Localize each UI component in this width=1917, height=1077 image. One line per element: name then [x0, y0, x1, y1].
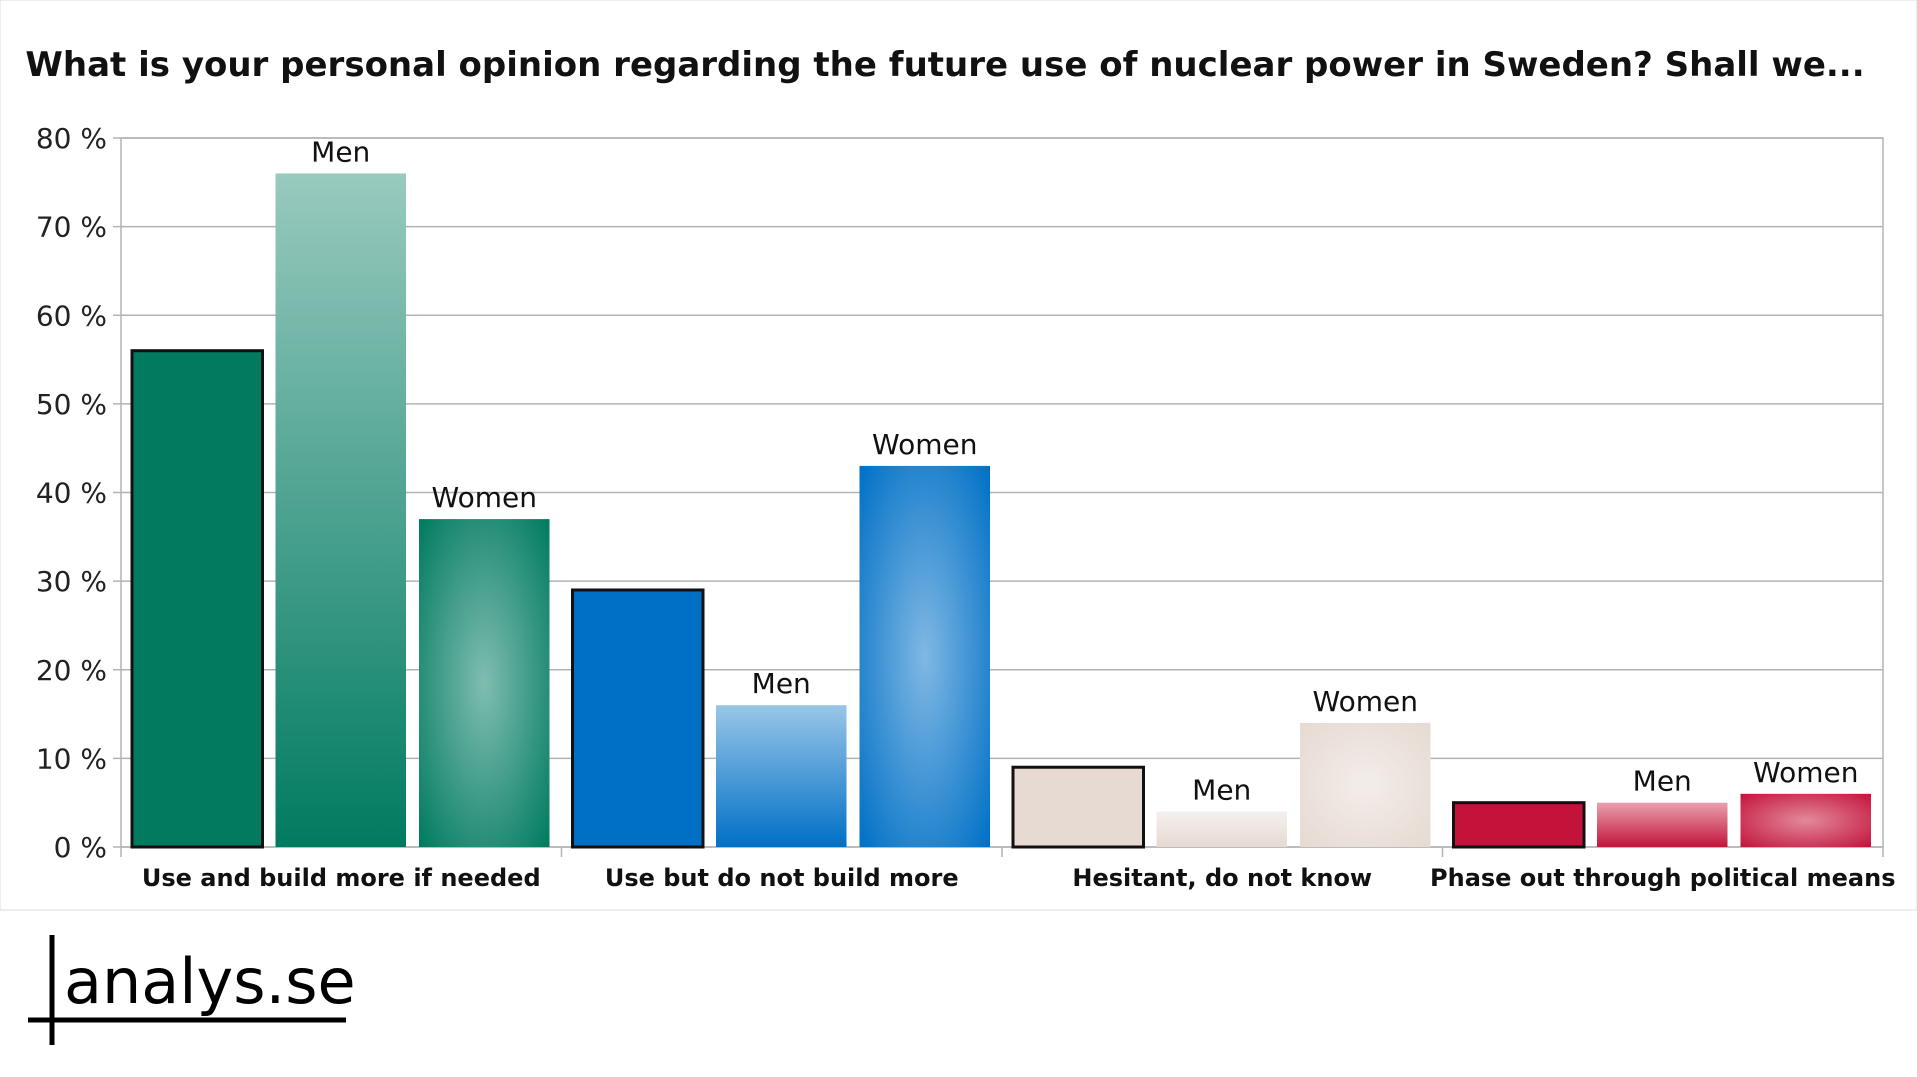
data-label-men: Men: [1633, 765, 1692, 798]
x-tick-label: Use but do not build more: [605, 864, 959, 892]
y-tick-label: 80 %: [36, 122, 107, 155]
x-tick-label: Use and build more if needed: [142, 864, 541, 892]
y-tick-label: 40 %: [36, 477, 107, 510]
brand-name: analys.se: [64, 945, 356, 1018]
y-tick-label: 60 %: [36, 299, 107, 332]
data-label-men: Men: [311, 135, 370, 168]
data-label-men: Men: [752, 667, 811, 700]
bar-men-1: [275, 173, 406, 847]
bar-men-4: [1597, 802, 1728, 847]
data-label-women: Women: [1313, 685, 1418, 718]
bar-women-4: [1740, 793, 1871, 847]
y-tick-label: 20 %: [36, 654, 107, 687]
data-label-women: Women: [872, 428, 977, 461]
data-label-men: Men: [1192, 774, 1251, 807]
data-label-women: Women: [1753, 756, 1858, 789]
y-tick-label: 0 %: [54, 831, 107, 864]
bar-women-2: [859, 465, 990, 847]
bar-total-3: [1011, 765, 1145, 849]
brand-logo: analys.se: [28, 935, 356, 1045]
data-label-women: Women: [432, 481, 537, 514]
bar-total-2: [571, 588, 705, 849]
bar-women-1: [419, 519, 550, 847]
chart-title: What is your personal opinion regarding …: [25, 45, 1864, 85]
bar-total-1: [130, 349, 264, 849]
bar-men-2: [716, 705, 847, 847]
x-tick-label: Hesitant, do not know: [1072, 864, 1372, 892]
bars: [130, 173, 1871, 849]
bar-total-4: [1452, 801, 1586, 849]
axes: 0 % 10 % 20 % 30 % 40 % 50 % 60 % 70 % 80 % Use a…: [36, 122, 1896, 892]
y-tick-label: 70 %: [36, 211, 107, 244]
x-tick-label: Phase out through political means: [1430, 864, 1895, 892]
labels: Men Women Men Women Men Women Men Women: [311, 135, 1858, 806]
y-tick-label: 10 %: [36, 742, 107, 775]
y-tick-label: 50 %: [36, 388, 107, 421]
bar-women-3: [1300, 722, 1431, 847]
bar-men-3: [1156, 811, 1287, 847]
y-tick-label: 30 %: [36, 565, 107, 598]
